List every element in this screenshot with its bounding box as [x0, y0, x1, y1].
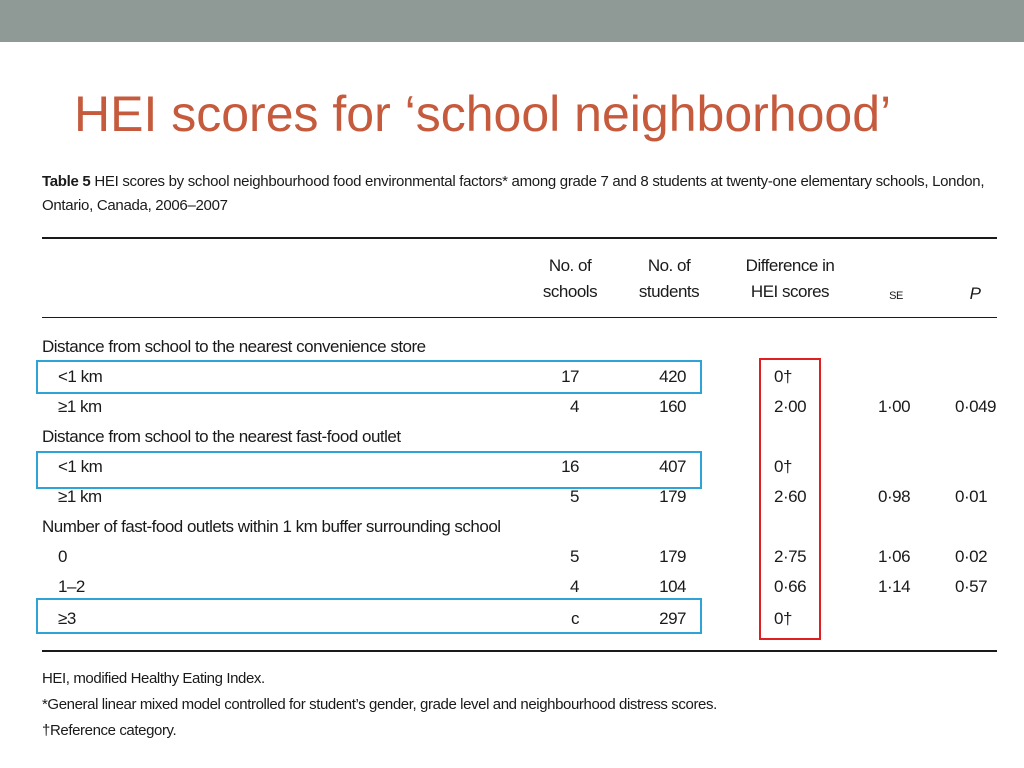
row-diff: 2·00 [774, 397, 807, 416]
table-header-rule [42, 317, 997, 318]
row-students: 179 [659, 487, 686, 506]
header-students-line2: students [638, 282, 700, 301]
row-p: 0·57 [955, 577, 988, 596]
header-no-of-students: No. of students [626, 253, 712, 305]
row-diff: 0† [774, 457, 792, 476]
row-diff: 0† [774, 609, 792, 628]
row-students: 179 [659, 547, 686, 566]
row-schools: 4 [570, 577, 579, 596]
header-se: SE [889, 290, 903, 302]
highlight-box-blue-row [36, 451, 702, 489]
top-bar [0, 0, 1024, 42]
row-schools: c [571, 609, 580, 628]
row-p: 0·049 [955, 397, 996, 416]
row-label: 1–2 [58, 577, 85, 596]
row-students: 420 [659, 367, 686, 386]
table-top-rule [42, 237, 997, 239]
row-label: <1 km [58, 367, 103, 386]
group-title-fast-food-count: Number of fast-food outlets within 1 km … [42, 517, 501, 536]
footnote: HEI, modified Healthy Eating Index. [42, 670, 265, 687]
row-p: 0·02 [955, 547, 988, 566]
highlight-box-blue-row [36, 360, 702, 394]
group-title-convenience-store: Distance from school to the nearest conv… [42, 337, 426, 356]
row-se: 1·00 [878, 397, 911, 416]
table-label: Table 5 [42, 173, 91, 190]
row-label: <1 km [58, 457, 103, 476]
row-p: 0·01 [955, 487, 988, 506]
header-diff-line1: Difference in [745, 256, 835, 275]
row-label: ≥1 km [58, 487, 102, 506]
row-label: 0 [58, 547, 67, 566]
header-schools-line1: No. of [548, 256, 592, 275]
highlight-box-red-reference [759, 358, 821, 640]
row-students: 297 [659, 609, 686, 628]
header-diff-line2: HEI scores [750, 282, 830, 301]
footnote: †Reference category. [42, 722, 177, 739]
header-students-line1: No. of [647, 256, 691, 275]
row-se: 1·06 [878, 547, 911, 566]
row-diff: 0† [774, 367, 792, 386]
row-schools: 16 [561, 457, 579, 476]
row-students: 104 [659, 577, 686, 596]
table-caption: Table 5 HEI scores by school neighbourho… [42, 170, 1000, 218]
header-p: P [969, 284, 981, 303]
header-difference-in-hei: Difference in HEI scores [732, 253, 848, 305]
row-diff: 0·66 [774, 577, 807, 596]
row-schools: 17 [561, 367, 579, 386]
group-title-fast-food-distance: Distance from school to the nearest fast… [42, 427, 401, 446]
table-caption-text: HEI scores by school neighbourhood food … [42, 173, 985, 214]
row-label: ≥3 [58, 609, 76, 628]
table-bottom-rule [42, 650, 997, 652]
footnote: *General linear mixed model controlled f… [42, 696, 717, 713]
row-schools: 5 [570, 487, 579, 506]
row-diff: 2·75 [774, 547, 807, 566]
row-se: 1·14 [878, 577, 911, 596]
row-diff: 2·60 [774, 487, 807, 506]
row-label: ≥1 km [58, 397, 102, 416]
header-schools-line2: schools [542, 282, 598, 301]
highlight-box-blue-row [36, 598, 702, 634]
row-students: 160 [659, 397, 686, 416]
slide-title: HEI scores for ‘school neighborhood’ [74, 86, 892, 142]
header-no-of-schools: No. of schools [530, 253, 610, 305]
row-students: 407 [659, 457, 686, 476]
row-schools: 4 [570, 397, 579, 416]
row-schools: 5 [570, 547, 579, 566]
row-se: 0·98 [878, 487, 911, 506]
